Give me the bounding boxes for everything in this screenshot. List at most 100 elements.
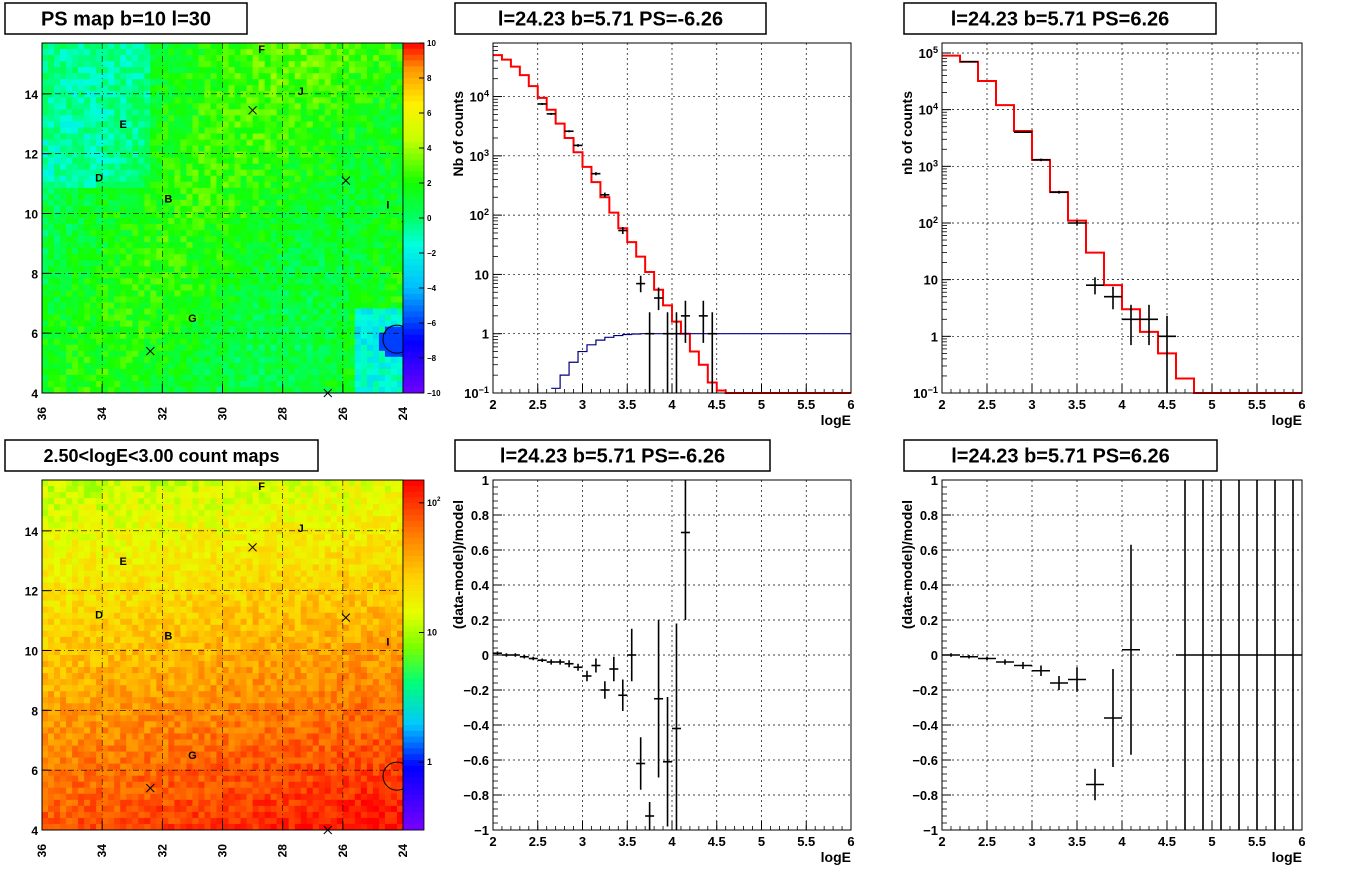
heatmap-cell [372,175,380,183]
heatmap-cell [174,278,181,285]
heatmap-cell [282,504,290,511]
heatmap-cell [366,254,374,261]
heatmap-cell [174,320,181,328]
heatmap-cell [300,79,308,86]
heatmap-cell [300,386,308,394]
heatmap-cell [132,67,139,74]
heatmap-cell [78,181,85,189]
heatmap-cell [330,55,338,62]
heatmap-cell [348,97,356,104]
heatmap-cell [42,115,49,122]
heatmap-cell [180,67,187,74]
heatmap-cell [138,296,145,303]
heatmap-cell [144,169,151,177]
heatmap-cell [186,61,193,68]
heatmap-cell [96,55,103,62]
heatmap-cell [330,308,338,315]
x-tick-label: 32 [155,407,169,421]
heatmap-cell [246,85,253,92]
heatmap-cell [204,205,211,213]
heatmap-cell [396,175,404,183]
heatmap-cell [330,67,338,74]
heatmap-cell [102,103,109,110]
heatmap-cell [228,528,235,535]
heatmap-cell [258,374,266,382]
heatmap-cell [156,91,163,98]
heatmap-cell [324,314,332,321]
heatmap-cell [390,302,398,309]
heatmap-cell [306,386,314,394]
heatmap-cell [336,67,344,74]
heatmap-cell [288,79,296,86]
heatmap-cell [390,290,398,297]
heatmap-cell [66,356,73,364]
heatmap-cell [60,480,67,487]
heatmap-cell [114,504,121,511]
heatmap-cell [198,242,205,249]
heatmap-cell [210,193,217,201]
heatmap-cell [168,157,175,165]
heatmap-cell [72,350,79,358]
residual_neg-plot: 2 2.5 3 3.5 4 4.5 5 5.5 610.80.60.40.20−0.2−0.4−… [450,473,855,865]
heatmap-cell [300,133,308,140]
heatmap-cell [72,121,79,128]
heatmap-cell [270,218,278,225]
heatmap-cell [228,103,235,110]
heatmap-cell [78,193,85,201]
heatmap-cell [318,61,326,68]
heatmap-cell [342,175,350,183]
heatmap-cell [90,55,97,62]
heatmap-cell [234,97,241,104]
heatmap-cell [312,278,320,285]
heatmap-cell [66,386,73,394]
heatmap-cell [72,67,79,74]
heatmap-cell [96,498,103,505]
heatmap-cell [120,157,127,165]
heatmap-cell [126,85,133,92]
heatmap-cell [330,91,338,98]
heatmap-cell [384,368,392,376]
heatmap-cell [90,157,97,165]
heatmap-cell [150,224,157,231]
heatmap-cell [348,380,356,388]
heatmap-cell [186,332,193,340]
heatmap-cell [138,498,145,505]
heatmap-cell [264,338,272,346]
heatmap-cell [66,224,73,231]
heatmap-cell [324,254,332,261]
heatmap-cell [150,254,157,261]
heatmap-cell [60,115,67,122]
heatmap-cell [144,109,151,116]
heatmap-cell [216,368,223,376]
heatmap-cell [390,211,398,219]
heatmap-cell [96,374,103,382]
heatmap-cell [108,211,115,219]
heatmap-cell [204,386,211,394]
heatmap-cell [78,266,85,273]
heatmap-cell [120,127,127,134]
heatmap-cell [396,61,404,68]
heatmap-cell [270,516,278,523]
heatmap-cell [264,540,272,547]
heatmap-cell [324,362,332,370]
heatmap-cell [258,326,266,334]
heatmap-cell [390,510,398,517]
heatmap-cell [186,242,193,249]
heatmap-cell [168,169,175,177]
heatmap-cell [246,181,253,189]
heatmap-cell [132,79,139,86]
heatmap-cell [252,73,259,80]
heatmap-cell [198,67,205,74]
heatmap-cell [186,79,193,86]
heatmap-cell [222,368,229,376]
heatmap-cell [222,278,229,285]
heatmap-cell [84,510,91,517]
heatmap-cell [366,504,374,511]
heatmap-cell [48,49,55,56]
heatmap-cell [174,528,181,535]
heatmap-cell [42,386,49,394]
heatmap-cell [48,67,55,74]
heatmap-cell [174,97,181,104]
heatmap-cell [276,248,284,255]
heatmap-cell [228,254,235,261]
